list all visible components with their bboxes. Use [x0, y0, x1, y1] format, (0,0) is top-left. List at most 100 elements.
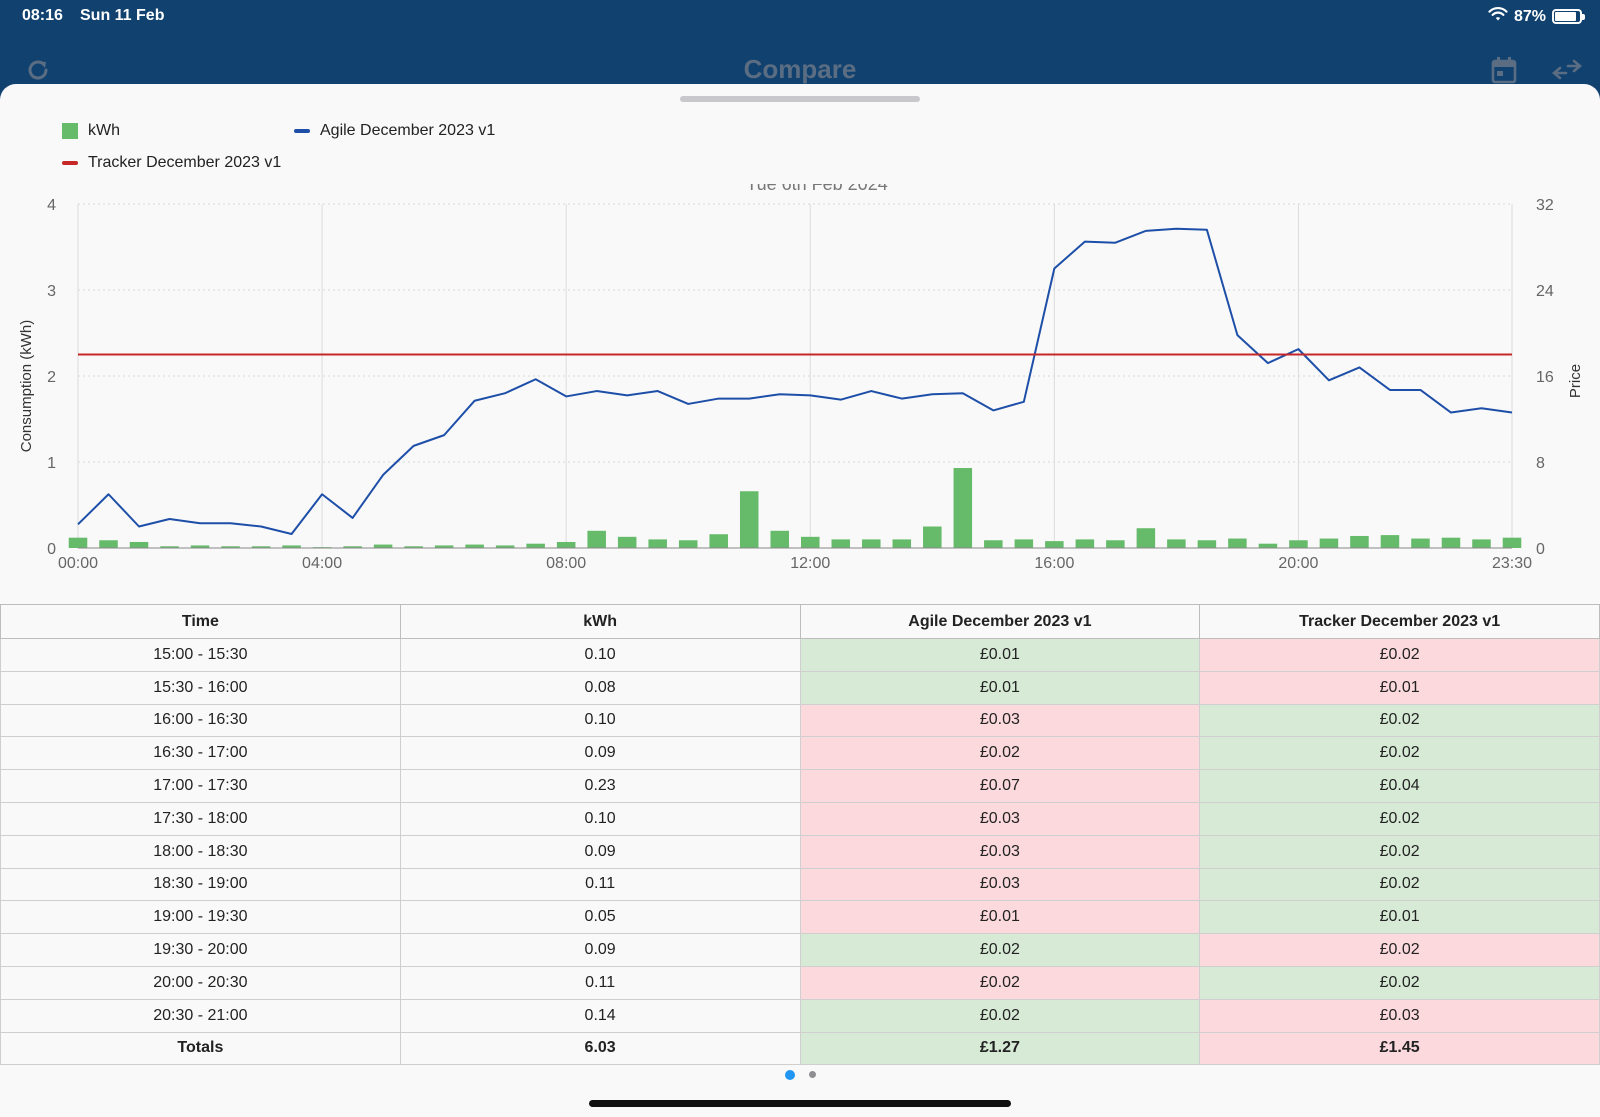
- sheet-grabber[interactable]: [680, 96, 920, 102]
- table-row: 17:30 - 18:00 0.10 £0.03 £0.02: [0, 801, 1600, 836]
- chart-bar: [343, 546, 362, 548]
- chart-bar: [68, 537, 88, 548]
- chart-bar: [1045, 541, 1064, 548]
- calendar-icon[interactable]: [1488, 54, 1520, 86]
- page-title: Compare: [743, 54, 857, 84]
- chart-bar: [190, 545, 210, 548]
- chart-bar: [404, 546, 423, 548]
- chart-bar: [556, 541, 576, 548]
- chart-bar: [1289, 540, 1308, 548]
- cost-table: Time kWh Agile December 2023 v1 Tracker …: [0, 604, 1600, 1065]
- y-tick-label: 2: [47, 369, 56, 386]
- chart-bar: [1472, 539, 1491, 548]
- legend-swatch: [62, 161, 78, 165]
- column-header-time[interactable]: Time: [0, 604, 401, 639]
- chart-bar: [831, 539, 851, 548]
- chart-bar: [1380, 535, 1400, 548]
- chart-bar: [526, 543, 545, 548]
- time-cell: 15:00 - 15:30: [0, 638, 401, 672]
- kwh-cell: 0.10: [399, 801, 801, 836]
- chart-bar: [99, 540, 118, 548]
- chart-bar: [251, 546, 271, 548]
- chart-bar: [800, 536, 820, 548]
- kwh-cell: 0.09: [399, 736, 801, 771]
- chart-bar: [1411, 538, 1430, 548]
- y2-tick-label: 16: [1536, 369, 1554, 386]
- agile-cost-cell: £0.02: [799, 998, 1201, 1033]
- kwh-cell: 0.08: [399, 670, 801, 705]
- status-time: 08:16: [22, 7, 63, 24]
- chart-bar: [1106, 540, 1125, 548]
- chart-bar: [617, 536, 637, 548]
- table-row: 15:30 - 16:00 0.08 £0.01 £0.01: [0, 670, 1600, 705]
- status-date: Sun 11 Feb: [80, 7, 165, 24]
- tracker-cost-cell: £0.02: [1199, 638, 1600, 672]
- column-header-kwh[interactable]: kWh: [399, 604, 801, 639]
- time-cell: 15:30 - 16:00: [0, 670, 401, 705]
- chart-bar: [923, 526, 942, 548]
- y2-tick-label: 8: [1536, 455, 1545, 472]
- time-cell: 16:30 - 17:00: [0, 736, 401, 771]
- tracker-cost-cell: £0.03: [1199, 998, 1600, 1033]
- time-cell: 19:30 - 20:00: [0, 933, 401, 967]
- time-cell: 19:00 - 19:30: [0, 900, 401, 935]
- legend-label: kWh: [88, 122, 120, 139]
- time-cell: 16:00 - 16:30: [0, 703, 401, 738]
- chart-bar: [770, 530, 790, 548]
- wifi-icon: [1488, 6, 1508, 27]
- kwh-cell: 0.11: [399, 867, 801, 902]
- table-row: 19:30 - 20:00 0.09 £0.02 £0.02: [0, 933, 1600, 967]
- kwh-cell: 0.14: [399, 998, 801, 1033]
- chart-bar: [1441, 537, 1461, 548]
- chart-bar: [1258, 543, 1278, 548]
- chart-bar: [678, 540, 698, 548]
- totals-kwh: 6.03: [399, 1031, 801, 1065]
- totals-agile: £1.27: [799, 1031, 1201, 1065]
- chart-title: Tue 6th Feb 2024: [746, 184, 887, 194]
- agile-cost-cell: £0.03: [799, 801, 1201, 836]
- chart-bar: [709, 534, 728, 548]
- time-cell: 17:30 - 18:00: [0, 801, 401, 836]
- chart-bar: [862, 539, 881, 548]
- chart-bar: [1014, 539, 1034, 548]
- table-row: 19:00 - 19:30 0.05 £0.01 £0.01: [0, 900, 1600, 935]
- kwh-cell: 0.23: [399, 769, 801, 803]
- tracker-cost-cell: £0.02: [1199, 834, 1600, 869]
- compare-arrows-icon[interactable]: [1551, 54, 1583, 86]
- chart-bar: [434, 545, 454, 548]
- kwh-cell: 0.10: [399, 638, 801, 672]
- time-cell: 18:00 - 18:30: [0, 834, 401, 869]
- table-row: 15:00 - 15:30 0.10 £0.01 £0.02: [0, 638, 1600, 672]
- agile-cost-cell: £0.01: [799, 900, 1201, 935]
- refresh-icon[interactable]: [22, 54, 54, 86]
- column-header-agile[interactable]: Agile December 2023 v1: [799, 604, 1201, 639]
- x-tick-label: 23:30: [1492, 555, 1532, 572]
- chart-bar: [221, 546, 240, 548]
- totals-row: Totals 6.03 £1.27 £1.45: [0, 1031, 1600, 1065]
- home-indicator[interactable]: [589, 1100, 1011, 1107]
- kwh-cell: 0.10: [399, 703, 801, 738]
- tracker-cost-cell: £0.04: [1199, 769, 1600, 803]
- chart-bar: [892, 539, 912, 548]
- y2-tick-label: 24: [1536, 283, 1554, 300]
- page-dot[interactable]: [808, 1071, 816, 1078]
- column-header-tracker[interactable]: Tracker December 2023 v1: [1199, 604, 1600, 639]
- page-dot[interactable]: [784, 1070, 795, 1080]
- agile-cost-cell: £0.02: [799, 736, 1201, 771]
- chart-bar: [1319, 538, 1339, 548]
- chart-bar: [587, 530, 606, 548]
- table-row: 18:00 - 18:30 0.09 £0.03 £0.02: [0, 834, 1600, 869]
- chart-bar: [1167, 539, 1186, 548]
- legend-label: Agile December 2023 v1: [320, 122, 496, 139]
- page-indicator[interactable]: [0, 1070, 1600, 1080]
- chart-bar: [129, 541, 149, 548]
- y-tick-label: 4: [47, 197, 56, 214]
- consumption-price-chart: 0 1 2 3 4 0 8 16 24 32 00:00 04:00 08:00 12:00 16:00 20…: [18, 184, 1584, 572]
- tracker-cost-cell: £0.02: [1199, 801, 1600, 836]
- nav-bar: Compare: [0, 34, 1600, 84]
- chart-bar: [739, 491, 759, 548]
- kwh-cell: 0.09: [399, 834, 801, 869]
- chart-bar: [1228, 538, 1247, 548]
- x-tick-label: 00:00: [58, 555, 98, 572]
- battery-icon: [1552, 9, 1585, 24]
